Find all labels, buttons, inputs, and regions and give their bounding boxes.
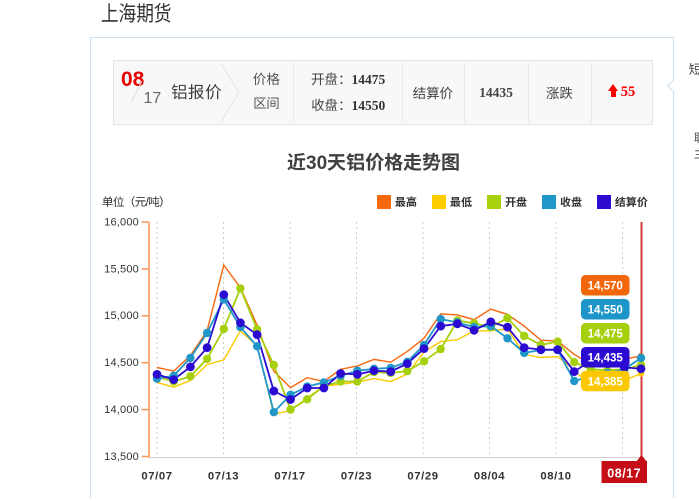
svg-text:14,000: 14,000	[104, 401, 139, 417]
svg-text:07/17: 07/17	[274, 468, 305, 484]
svg-text:08/04: 08/04	[474, 468, 505, 484]
svg-text:07/13: 07/13	[208, 468, 239, 484]
svg-text:15,500: 15,500	[104, 260, 139, 276]
svg-text:07/07: 07/07	[141, 468, 172, 484]
svg-text:14,570: 14,570	[588, 278, 623, 294]
svg-text:14,385: 14,385	[588, 374, 624, 390]
svg-text:07/29: 07/29	[407, 468, 438, 484]
svg-text:07/23: 07/23	[341, 468, 372, 484]
svg-text:16,000: 16,000	[104, 213, 139, 229]
svg-text:14,500: 14,500	[104, 354, 139, 370]
svg-text:08/17: 08/17	[607, 463, 641, 482]
svg-text:08/10: 08/10	[540, 468, 571, 484]
svg-text:14,475: 14,475	[588, 326, 624, 342]
svg-text:14,550: 14,550	[588, 302, 623, 318]
svg-text:15,000: 15,000	[104, 307, 139, 323]
svg-text:14,435: 14,435	[588, 350, 624, 366]
svg-text:13,500: 13,500	[104, 448, 139, 464]
